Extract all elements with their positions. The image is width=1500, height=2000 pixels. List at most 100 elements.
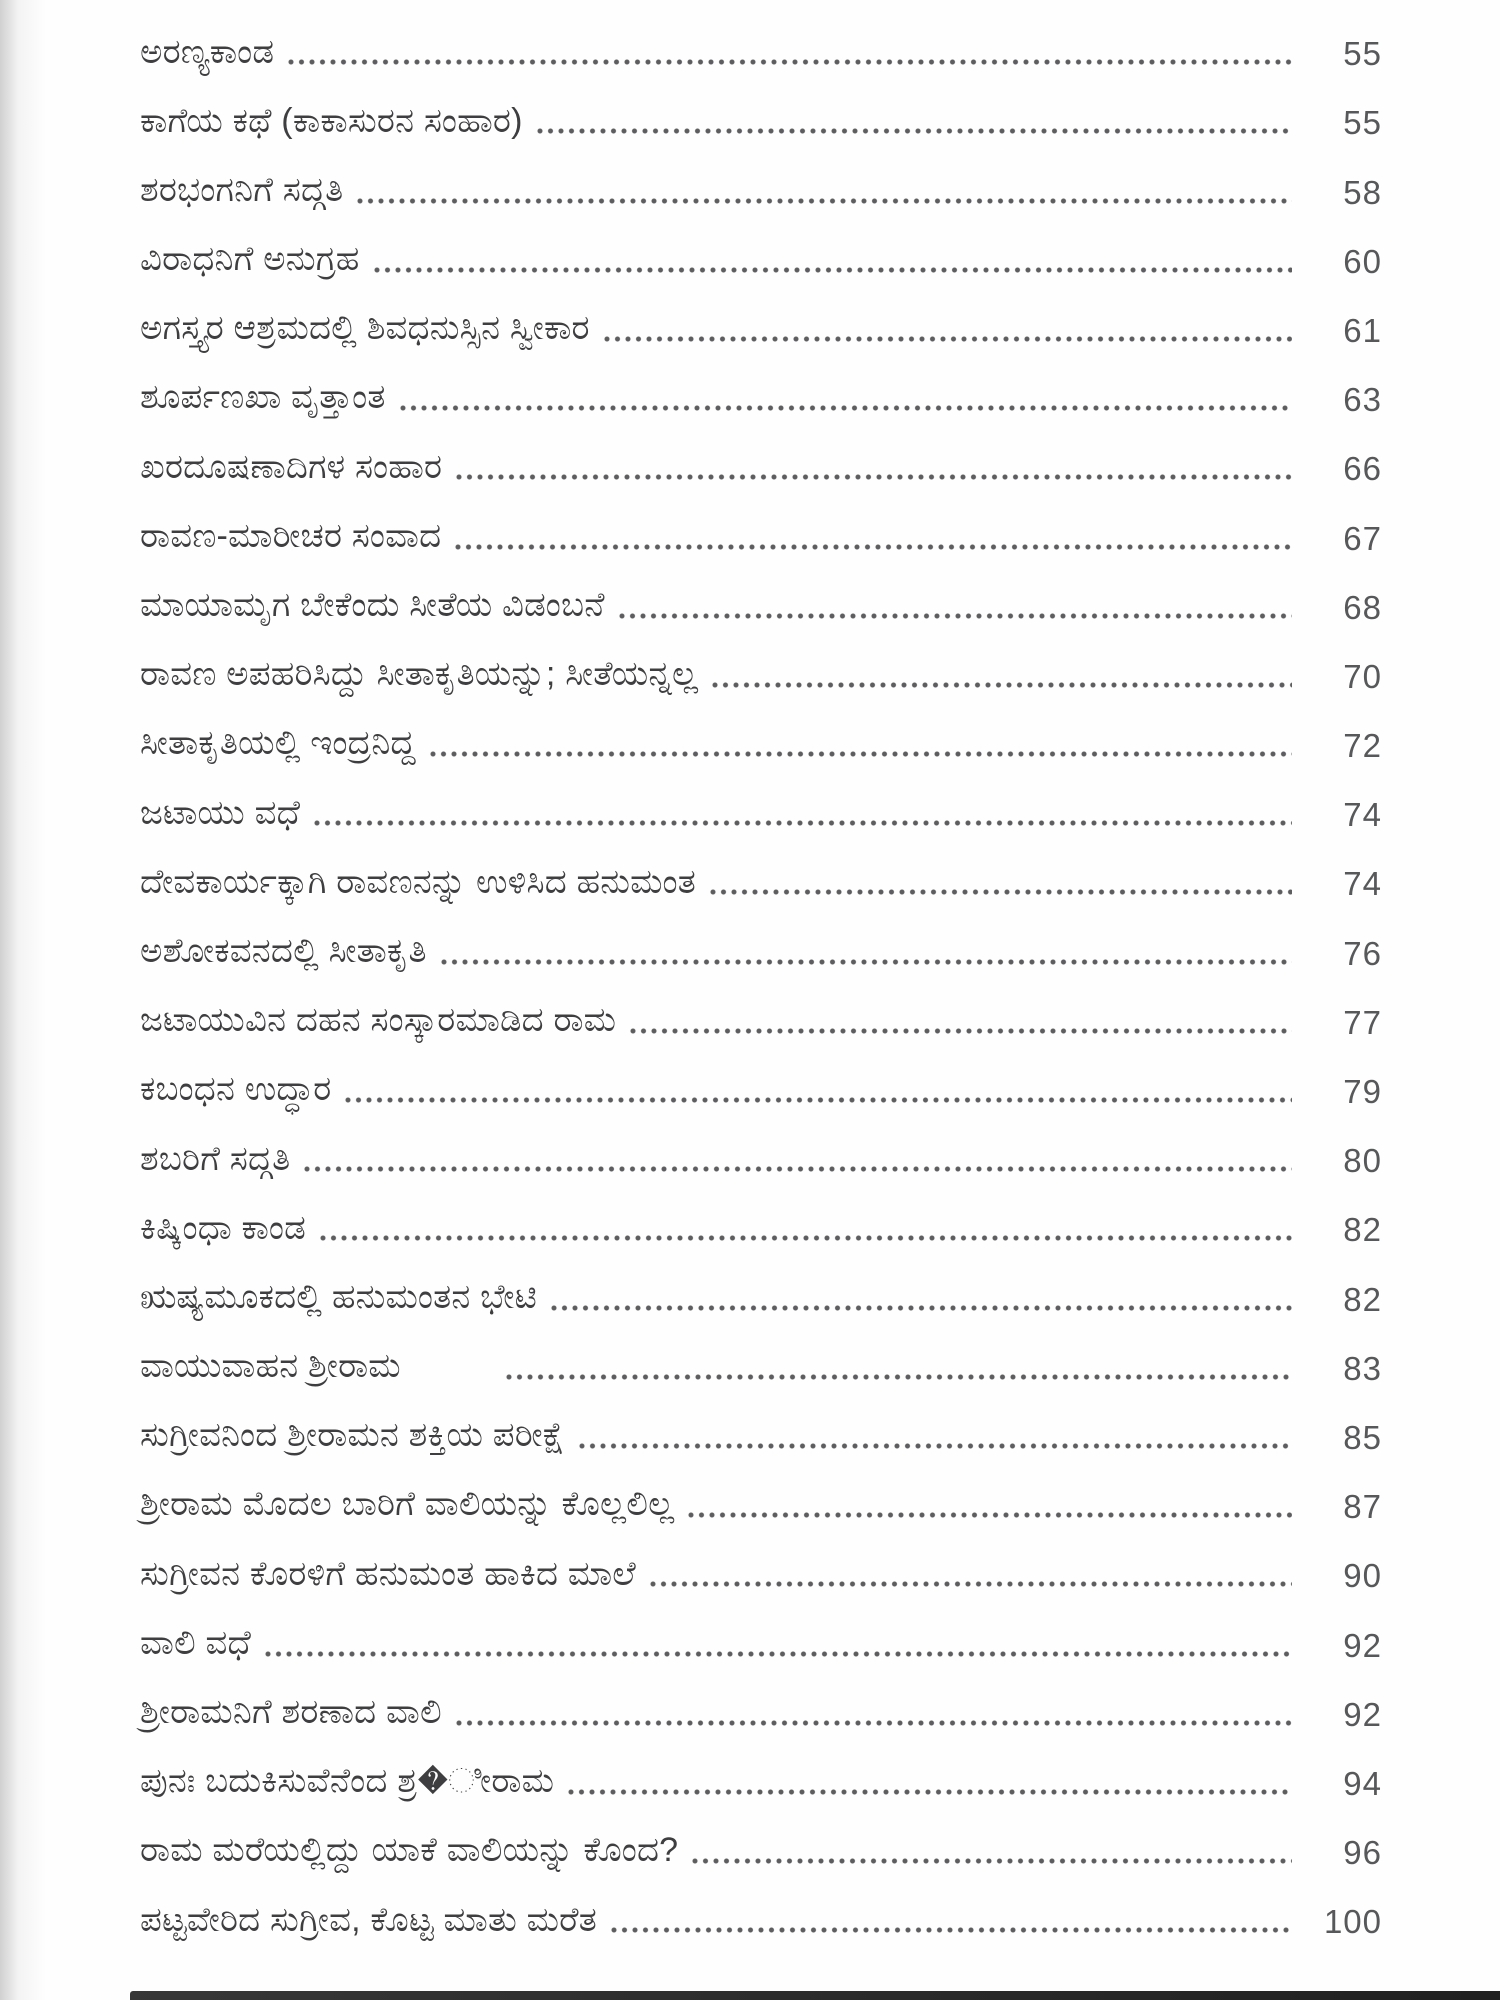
toc-leader-dots xyxy=(373,266,1292,273)
toc-row: ಜಟಾಯುವಿನ ದಹನ ಸಂಸ್ಕಾರಮಾಡಿದ ರಾಮ 77 xyxy=(140,979,1382,1048)
toc-page-number: 63 xyxy=(1343,381,1382,419)
toc-page-number: 96 xyxy=(1343,1834,1382,1872)
toc-page-number: 74 xyxy=(1343,865,1382,903)
toc-leader-dots xyxy=(399,405,1292,412)
toc-leader-dots xyxy=(568,1788,1292,1795)
toc-entry-title: ಮಾಯಾಮೃಗ ಬೇಕೆಂದು ಸೀತೆಯ ವಿಡಂಬನೆ xyxy=(140,586,605,624)
toc-page-number: 82 xyxy=(1343,1211,1382,1249)
toc-entry-title: ಶೂರ್ಪಣಖಾ ವೃತ್ತಾಂತ xyxy=(140,378,386,417)
toc-row: ಪುನಃ ಬದುಕಿಸುವೆನೆಂದ ಶ್ರ�ೀರಾಮ 94 xyxy=(140,1740,1382,1809)
toc-page-number: 80 xyxy=(1343,1142,1382,1180)
toc-row: ಕಿಷ್ಕಿಂಧಾ ಕಾಂಡ 82 xyxy=(140,1186,1382,1255)
toc-leader-dots xyxy=(440,958,1292,965)
toc-page-number: 55 xyxy=(1343,35,1382,73)
toc-row: ಸುಗ್ರೀವನಿಂದ ಶ್ರೀರಾಮನ ಶಕ್ತಿಯ ಪರೀಕ್ಷೆ 85 xyxy=(140,1394,1382,1463)
toc-entry-title: ವಾಯುವಾಹನ ಶ್ರೀರಾಮ xyxy=(140,1347,401,1386)
toc-leader-dots xyxy=(618,612,1292,619)
toc-row: ಕಬಂಧನ ಉದ್ಧಾರ 79 xyxy=(140,1048,1382,1117)
toc-row: ಶೂರ್ಪಣಖಾ ವೃತ್ತಾಂತ 63 xyxy=(140,356,1382,425)
toc-entry-title: ಖರದೂಷಣಾದಿಗಳ ಸಂಹಾರ xyxy=(140,447,443,486)
toc-page-number: 74 xyxy=(1343,796,1382,834)
toc-leader-dots xyxy=(265,1650,1292,1657)
toc-entry-title: ಅಗಸ್ತ್ಯರ ಆಶ್ರಮದಲ್ಲಿ ಶಿವಧನುಸ್ಸಿನ ಸ್ವೀಕಾರ xyxy=(140,309,590,348)
toc-leader-dots xyxy=(319,1235,1292,1242)
toc-page-number: 92 xyxy=(1343,1695,1382,1733)
toc-leader-dots xyxy=(610,1927,1292,1934)
toc-page-number: 55 xyxy=(1343,104,1382,142)
toc-entry-title: ಅರಣ್ಯಕಾಂಡ xyxy=(140,32,275,71)
toc-row: ಅಗಸ್ತ್ಯರ ಆಶ್ರಮದಲ್ಲಿ ಶಿವಧನುಸ್ಸಿನ ಸ್ವೀಕಾರ … xyxy=(140,287,1382,356)
toc-entry-title: ಜಟಾಯು ವಧೆ xyxy=(140,793,301,832)
toc-page-number: 67 xyxy=(1343,519,1382,557)
toc-row: ಪಟ್ಟವೇರಿದ ಸುಗ್ರೀವ, ಕೊಟ್ಟ ಮಾತು ಮರೆತ 100 xyxy=(140,1878,1382,1947)
toc-entry-title: ಶಬರಿಗೆ ಸದ್ಗತಿ xyxy=(140,1139,291,1178)
toc-entry-title: ಋಷ್ಯಮೂಕದಲ್ಲಿ ಹನುಮಂತನ ಭೇಟಿ xyxy=(140,1277,538,1316)
toc-row: ಅಶೋಕವನದಲ್ಲಿ ಸೀತಾಕೃತಿ 76 xyxy=(140,909,1382,978)
toc-entry-title: ಸೀತಾಕೃತಿಯಲ್ಲಿ ಇಂದ್ರನಿದ್ದ xyxy=(140,724,416,763)
toc-page-number: 66 xyxy=(1343,450,1382,488)
toc-leader-dots xyxy=(630,1027,1292,1034)
toc-page-number: 94 xyxy=(1343,1764,1382,1802)
toc-entry-title: ರಾಮ ಮರೆಯಲ್ಲಿದ್ದು ಯಾಕೆ ವಾಲಿಯನ್ನು ಕೊಂದ? xyxy=(140,1831,679,1870)
toc-leader-dots xyxy=(649,1581,1292,1588)
scan-left-edge-shadow xyxy=(0,0,46,2000)
toc-entry-title: ಕಾಗೆಯ ಕಥೆ (ಕಾಕಾಸುರನ ಸಂಹಾರ) xyxy=(140,101,523,140)
toc-page-number: 79 xyxy=(1343,1073,1382,1110)
toc-leader-dots xyxy=(455,1719,1292,1726)
toc-entry-title: ವಿರಾಧನಿಗೆ ಅನುಗ್ರಹ xyxy=(140,240,360,279)
toc-leader-dots xyxy=(688,1512,1292,1519)
toc-page-number: 100 xyxy=(1323,1903,1382,1941)
toc-entry-title: ರಾವಣ ಅಪಹರಿಸಿದ್ದು ಸೀತಾಕೃತಿಯನ್ನು; ಸೀತೆಯನ್ನ… xyxy=(140,655,699,694)
toc-entry-title: ದೇವಕಾರ್ಯಕ್ಕಾಗಿ ರಾವಣನನ್ನು ಉಳಿಸಿದ ಹನುಮಂತ xyxy=(140,862,696,901)
toc-row: ಜಟಾಯು ವಧೆ 74 xyxy=(140,771,1382,840)
toc-row: ಸೀತಾಕೃತಿಯಲ್ಲಿ ಇಂದ್ರನಿದ್ದ 72 xyxy=(140,702,1382,771)
toc-entry-title: ಸುಗ್ರೀವನ ಕೊರಳಿಗೆ ಹನುಮಂತ ಹಾಕಿದ ಮಾಲೆ xyxy=(140,1554,636,1593)
toc-row: ಮಾಯಾಮೃಗ ಬೇಕೆಂದು ಸೀತೆಯ ವಿಡಂಬನೆ 68 xyxy=(140,564,1382,633)
toc-leader-dots xyxy=(710,889,1292,896)
toc-entry-title: ಪುನಃ ಬದುಕಿಸುವೆನೆಂದ ಶ್ರ�ೀರಾಮ xyxy=(140,1762,555,1801)
toc-leader-dots xyxy=(692,1858,1292,1865)
toc-row: ರಾಮ ಮರೆಯಲ್ಲಿದ್ದು ಯಾಕೆ ವಾಲಿಯನ್ನು ಕೊಂದ? 96 xyxy=(140,1809,1382,1878)
toc-leader-dots xyxy=(456,474,1292,481)
toc-page-number: 61 xyxy=(1343,311,1382,349)
toc-row: ಋಷ್ಯಮೂಕದಲ್ಲಿ ಹನುಮಂತನ ಭೇಟಿ 82 xyxy=(140,1255,1382,1324)
toc-row: ಶ್ರೀರಾಮ ಮೊದಲ ಬಾರಿಗೆ ವಾಲಿಯನ್ನು ಕೊಲ್ಲಲಿಲ್ಲ… xyxy=(140,1463,1382,1532)
toc-page-number: 92 xyxy=(1343,1626,1382,1664)
toc-leader-dots xyxy=(304,1166,1292,1173)
toc-leader-dots xyxy=(429,751,1292,758)
toc-page-number: 83 xyxy=(1343,1349,1382,1387)
toc-entry-title: ಪಟ್ಟವೇರಿದ ಸುಗ್ರೀವ, ಕೊಟ್ಟ ಮಾತು ಮರೆತ xyxy=(140,1900,597,1939)
toc-entry-title: ಅಶೋಕವನದಲ್ಲಿ ಸೀತಾಕೃತಿ xyxy=(140,931,427,970)
toc-row: ಖರದೂಷಣಾದಿಗಳ ಸಂಹಾರ 66 xyxy=(140,425,1382,494)
toc-entry-title: ರಾವಣ-ಮಾರೀಚರ ಸಂವಾದ xyxy=(140,516,442,555)
toc-row: ಕಾಗೆಯ ಕಥೆ (ಕಾಕಾಸುರನ ಸಂಹಾರ) 55 xyxy=(140,79,1382,148)
toc-page-number: 58 xyxy=(1343,173,1382,211)
toc-leader-dots xyxy=(345,1097,1292,1103)
toc-page-number: 76 xyxy=(1343,934,1382,972)
toc-leader-dots xyxy=(536,128,1292,135)
toc-entry-title: ಶರಭಂಗನಿಗೆ ಸದ್ಗತಿ xyxy=(140,170,344,209)
toc-row: ಶ್ರೀರಾಮನಿಗೆ ಶರಣಾದ ವಾಲಿ 92 xyxy=(140,1671,1382,1740)
toc-entry-title: ಶ್ರೀರಾಮನಿಗೆ ಶರಣಾದ ವಾಲಿ xyxy=(140,1693,442,1731)
toc-leader-dots xyxy=(578,1442,1292,1449)
scan-bottom-edge-shadow xyxy=(130,1991,1500,2000)
toc-entry-title: ಸುಗ್ರೀವನಿಂದ ಶ್ರೀರಾಮನ ಶಕ್ತಿಯ ಪರೀಕ್ಷೆ xyxy=(140,1416,565,1455)
toc-row: ರಾವಣ ಅಪಹರಿಸಿದ್ದು ಸೀತಾಕೃತಿಯನ್ನು; ಸೀತೆಯನ್ನ… xyxy=(140,633,1382,702)
toc-page-number: 87 xyxy=(1343,1488,1382,1526)
table-of-contents: ಅರಣ್ಯಕಾಂಡ 55 ಕಾಗೆಯ ಕಥೆ (ಕಾಕಾಸುರನ ಸಂಹಾರ) … xyxy=(140,10,1382,1947)
toc-leader-dots xyxy=(357,197,1292,204)
toc-page-number: 60 xyxy=(1343,242,1382,280)
toc-leader-dots xyxy=(712,681,1292,688)
toc-row: ಶಬರಿಗೆ ಸದ್ಗತಿ 80 xyxy=(140,1117,1382,1186)
toc-row: ರಾವಣ-ಮಾರೀಚರ ಸಂವಾದ 67 xyxy=(140,494,1382,563)
toc-entry-title: ಶ್ರೀರಾಮ ಮೊದಲ ಬಾರಿಗೆ ವಾಲಿಯನ್ನು ಕೊಲ್ಲಲಿಲ್ಲ xyxy=(140,1485,675,1524)
toc-row: ದೇವಕಾರ್ಯಕ್ಕಾಗಿ ರಾವಣನನ್ನು ಉಳಿಸಿದ ಹನುಮಂತ 7… xyxy=(140,840,1382,909)
toc-row: ಶರಭಂಗನಿಗೆ ಸದ್ಗತಿ 58 xyxy=(140,148,1382,217)
toc-page-number: 68 xyxy=(1343,588,1382,626)
toc-row: ಅರಣ್ಯಕಾಂಡ 55 xyxy=(140,10,1382,79)
toc-leader-dots xyxy=(455,543,1292,550)
toc-leader-dots xyxy=(505,1373,1292,1380)
toc-page-number: 77 xyxy=(1343,1003,1382,1041)
toc-leader-dots xyxy=(603,335,1292,342)
